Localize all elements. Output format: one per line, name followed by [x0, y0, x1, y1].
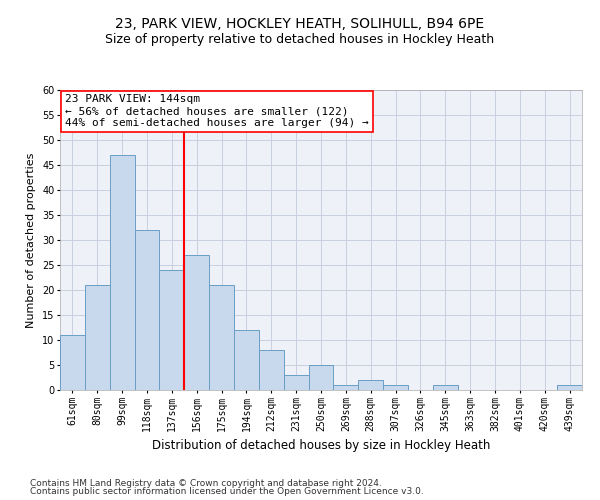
- Text: Size of property relative to detached houses in Hockley Heath: Size of property relative to detached ho…: [106, 32, 494, 46]
- Bar: [134, 230, 160, 390]
- Bar: [85, 285, 110, 390]
- Text: 23, PARK VIEW, HOCKLEY HEATH, SOLIHULL, B94 6PE: 23, PARK VIEW, HOCKLEY HEATH, SOLIHULL, …: [115, 18, 485, 32]
- Bar: [60, 335, 85, 390]
- Text: Contains public sector information licensed under the Open Government Licence v3: Contains public sector information licen…: [30, 487, 424, 496]
- Bar: [209, 285, 234, 390]
- Bar: [234, 330, 259, 390]
- Bar: [160, 270, 184, 390]
- Bar: [259, 350, 284, 390]
- X-axis label: Distribution of detached houses by size in Hockley Heath: Distribution of detached houses by size …: [152, 439, 490, 452]
- Y-axis label: Number of detached properties: Number of detached properties: [26, 152, 37, 328]
- Bar: [433, 385, 458, 390]
- Bar: [334, 385, 358, 390]
- Bar: [557, 385, 582, 390]
- Bar: [383, 385, 408, 390]
- Text: Contains HM Land Registry data © Crown copyright and database right 2024.: Contains HM Land Registry data © Crown c…: [30, 478, 382, 488]
- Bar: [284, 375, 308, 390]
- Bar: [110, 155, 134, 390]
- Bar: [308, 365, 334, 390]
- Bar: [184, 255, 209, 390]
- Text: 23 PARK VIEW: 144sqm
← 56% of detached houses are smaller (122)
44% of semi-deta: 23 PARK VIEW: 144sqm ← 56% of detached h…: [65, 94, 369, 128]
- Bar: [358, 380, 383, 390]
